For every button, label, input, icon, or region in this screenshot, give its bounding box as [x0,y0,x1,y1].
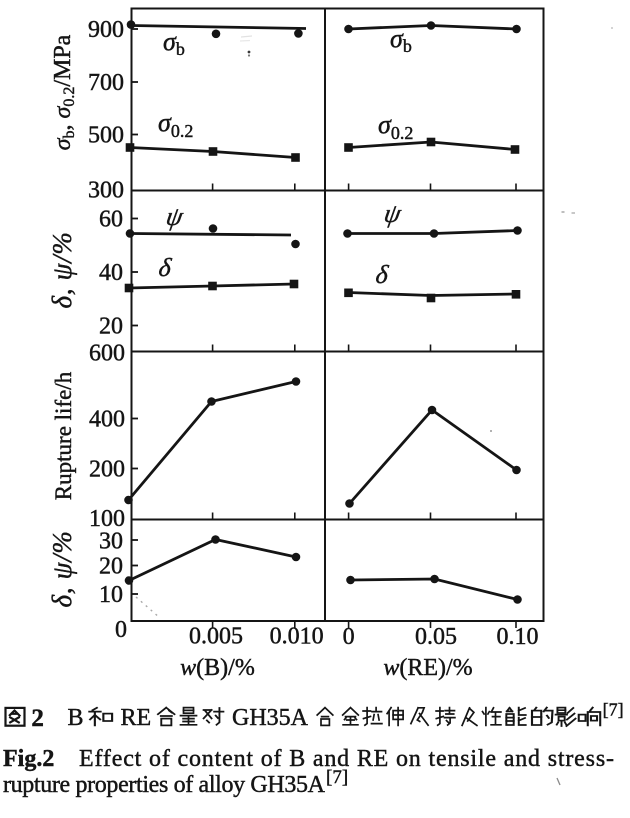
svg-text:Effect of content of B and RE: Effect of content of B and RE on tensile… [79,746,614,772]
svg-text:900: 900 [88,17,124,43]
svg-text:30: 30 [99,529,123,555]
svg-text:100: 100 [89,506,125,532]
svg-text:w(B)/%: w(B)/% [180,655,255,681]
svg-text:δ, ψ/%: δ, ψ/% [47,231,77,308]
svg-text:σb: σb [163,27,185,59]
svg-text:20: 20 [99,314,123,340]
svg-text:60: 60 [99,207,123,233]
svg-text:600: 600 [89,341,125,367]
svg-text:0.005: 0.005 [189,624,243,650]
svg-text:0.10: 0.10 [497,624,539,650]
svg-text:0.010: 0.010 [270,624,324,650]
svg-text:δ, ψ/%: δ, ψ/% [47,530,77,607]
svg-text:700: 700 [88,70,124,96]
svg-text:RE: RE [121,705,152,731]
svg-text:σb: σb [390,24,412,56]
svg-text:400: 400 [89,407,125,433]
svg-text:σ0.2: σ0.2 [158,108,193,141]
svg-text:2: 2 [31,705,44,732]
svg-text:0.05: 0.05 [415,624,457,650]
svg-text:10: 10 [99,582,123,608]
svg-text:20: 20 [99,554,123,580]
svg-text:40: 40 [99,260,123,286]
svg-text:[7]: [7] [603,700,624,720]
svg-text:0: 0 [343,624,355,650]
svg-text:B: B [68,705,84,731]
svg-text:Rupture life/h: Rupture life/h [51,371,76,500]
svg-text:GH35A: GH35A [232,705,309,731]
svg-text:δ: δ [374,260,390,289]
svg-text:ψ: ψ [382,199,404,228]
svg-text:σb, σ0.2/MPa: σb, σ0.2/MPa [50,34,78,150]
svg-text:0: 0 [115,617,127,643]
svg-text:δ: δ [157,253,173,282]
svg-text:500: 500 [88,123,124,149]
svg-text:rupture properties of alloy GH: rupture properties of alloy GH35A [3,772,326,798]
svg-text:σ0.2: σ0.2 [378,110,413,143]
svg-text:w(RE)/%: w(RE)/% [383,655,472,681]
svg-text:200: 200 [89,457,125,483]
svg-text:300: 300 [88,178,124,204]
svg-text:[7]: [7] [326,767,348,788]
svg-text:ψ: ψ [164,202,186,231]
svg-text:Fig.2: Fig.2 [3,746,54,772]
